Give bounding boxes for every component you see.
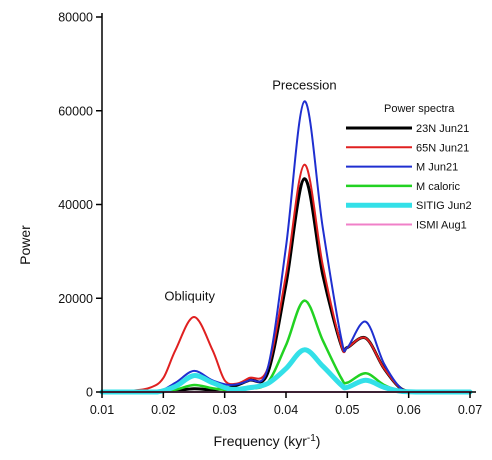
x-tick-label: 0.07 <box>458 403 482 417</box>
series-line-5 <box>99 347 473 395</box>
legend-label: SITIG Jun2 <box>416 200 472 212</box>
x-tick-label: 0.04 <box>274 403 298 417</box>
plot-area <box>99 100 473 395</box>
x-axis-title-superscript: -1 <box>307 433 316 444</box>
y-tick-label: 20000 <box>58 292 93 306</box>
y-tick-label: 40000 <box>58 198 93 212</box>
y-tick-label: 0 <box>86 386 93 400</box>
x-axis-title-main: Frequency (kyr <box>214 433 308 449</box>
x-tick-label: 0.06 <box>396 403 420 417</box>
series-line-4 <box>100 299 472 394</box>
legend-title: Power spectra <box>384 103 455 115</box>
legend-label: 23N Jun21 <box>416 123 469 135</box>
legend-label: ISMI Aug1 <box>416 220 467 232</box>
legend-label: 65N Jun21 <box>416 142 469 154</box>
y-axis-title: Power <box>17 225 33 265</box>
x-tick-label: 0.03 <box>212 403 236 417</box>
series-line-2 <box>101 163 471 393</box>
y-tick-label: 80000 <box>58 11 93 25</box>
series-line-1 <box>100 177 472 394</box>
legend-label: M Jun21 <box>416 162 458 174</box>
x-tick-label: 0.02 <box>151 403 175 417</box>
annotations: Obliquity Precession <box>164 78 336 304</box>
legend-label: M caloric <box>416 181 461 193</box>
annotation-2: Precession <box>272 78 336 93</box>
y-tick-label: 60000 <box>58 104 93 118</box>
x-tick-label: 0.05 <box>335 403 359 417</box>
annotation-1: Obliquity <box>164 289 215 304</box>
series-line-3 <box>101 100 471 393</box>
x-axis-title: Frequency (kyr-1) <box>214 433 321 449</box>
x-axis-title-suffix: ) <box>316 433 321 449</box>
axes: 0 20000 40000 60000 80000 0.01 0.02 0.03 0.04 0.0… <box>58 11 482 418</box>
x-tick-label: 0.01 <box>90 403 114 417</box>
legend: Power spectra 23N Jun21 65N Jun21 M Jun21 M… <box>346 103 472 232</box>
